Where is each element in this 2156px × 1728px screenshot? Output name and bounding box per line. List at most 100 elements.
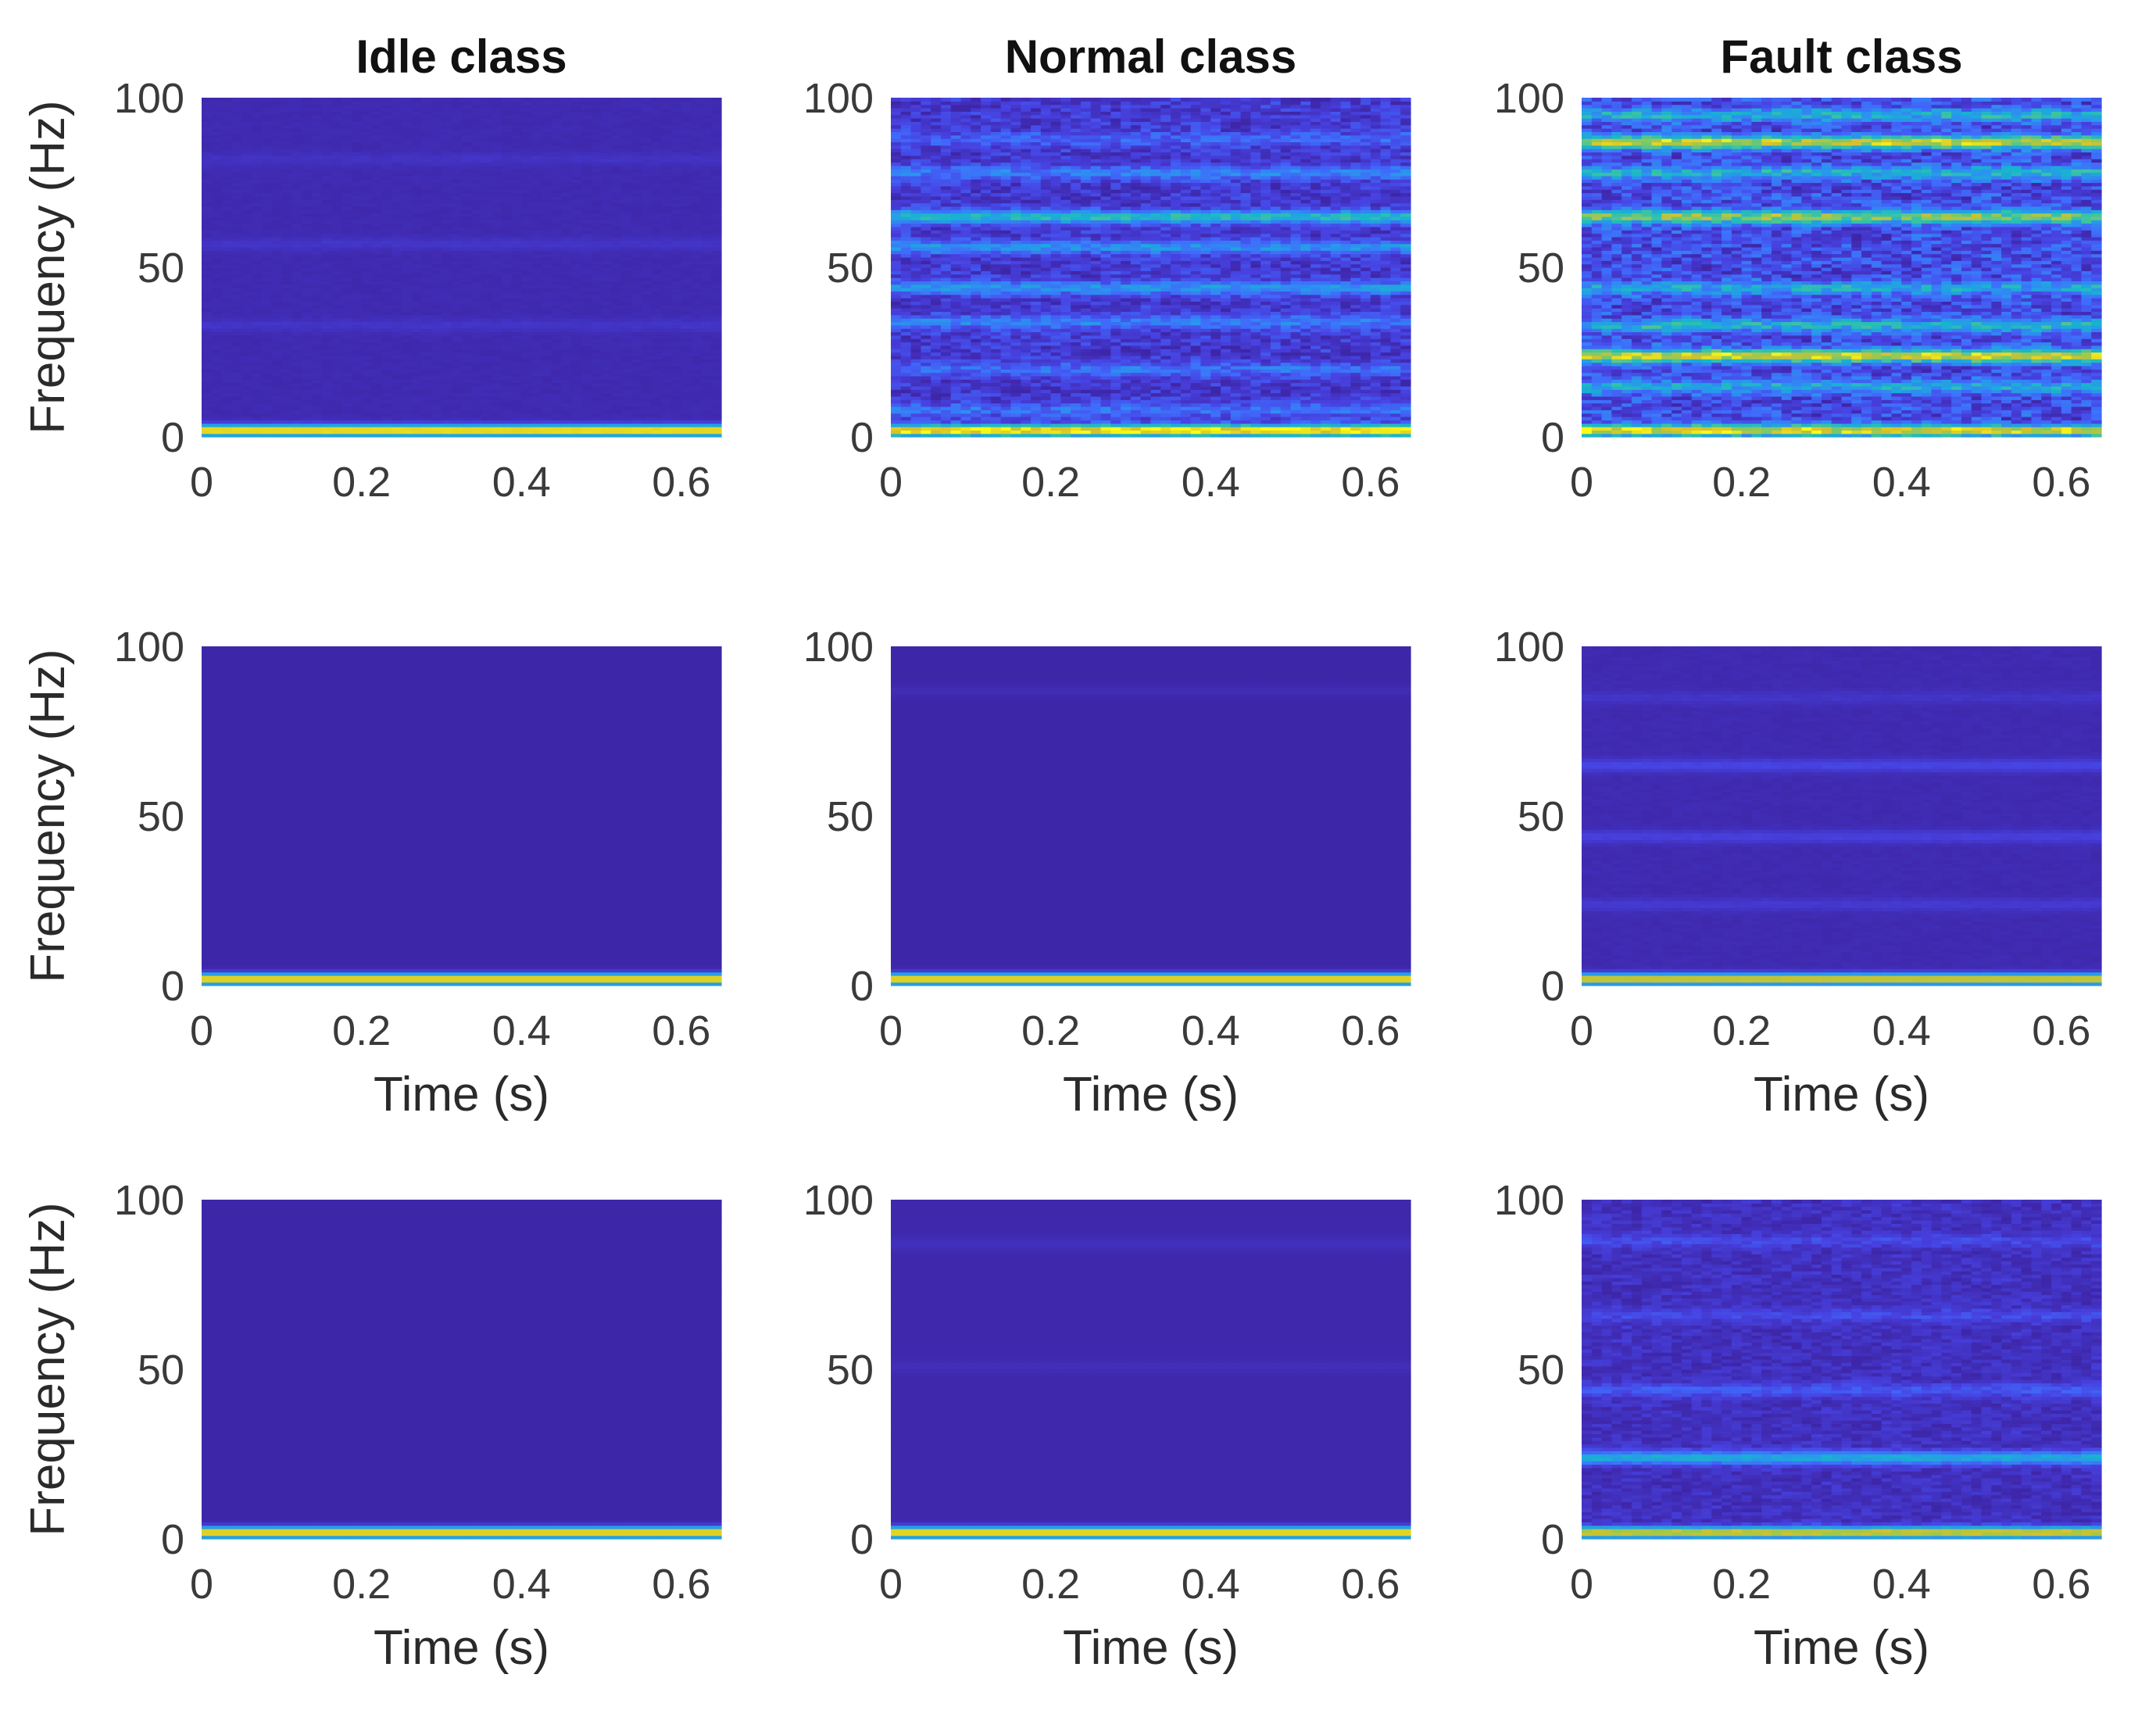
spectrogram-cell xyxy=(312,230,322,234)
spectrogram-cell xyxy=(431,376,442,380)
spectrogram-cell xyxy=(511,244,521,248)
spectrogram-cell xyxy=(312,363,322,367)
spectrogram-cell xyxy=(231,305,241,309)
spectrogram-cell xyxy=(701,363,711,367)
spectrogram-cell xyxy=(252,257,262,261)
spectrogram-cell xyxy=(312,227,322,231)
spectrogram-cell xyxy=(651,321,661,325)
spectrogram-cell xyxy=(362,305,372,309)
spectrogram-cell xyxy=(321,352,331,356)
spectrogram-cell xyxy=(502,311,512,315)
spectrogram-cell xyxy=(602,240,612,244)
spectrogram-cell xyxy=(442,311,452,315)
spectrogram-cell xyxy=(692,335,702,339)
spectrogram-cell xyxy=(602,430,612,434)
spectrogram-cell xyxy=(701,267,711,271)
spectrogram-cell xyxy=(661,240,671,244)
spectrogram-cell xyxy=(681,305,692,309)
spectrogram-cell xyxy=(571,237,581,241)
spectrogram-cell xyxy=(492,373,502,377)
spectrogram-cell xyxy=(602,260,612,264)
spectrogram-cell xyxy=(621,270,631,274)
spectrogram-cell xyxy=(701,230,711,234)
spectrogram-cell xyxy=(321,413,331,417)
spectrogram-cell xyxy=(341,230,352,234)
spectrogram-cell xyxy=(371,396,381,400)
spectrogram-cell xyxy=(651,240,661,244)
spectrogram-cell xyxy=(502,250,512,254)
spectrogram-cell xyxy=(331,274,341,278)
spectrogram-cell xyxy=(281,247,291,251)
spectrogram-cell xyxy=(241,410,252,413)
spectrogram-cell xyxy=(681,373,692,377)
spectrogram-cell xyxy=(381,325,392,329)
spectrogram-cell xyxy=(621,363,631,367)
spectrogram-cell xyxy=(651,295,661,299)
spectrogram-cell xyxy=(571,305,581,309)
spectrogram-cell xyxy=(651,383,661,387)
spectrogram-cell xyxy=(561,376,571,380)
spectrogram-cell xyxy=(222,363,232,367)
spectrogram-cell xyxy=(412,366,422,370)
spectrogram-cell xyxy=(581,277,592,281)
spectrogram-cell xyxy=(542,403,552,407)
spectrogram-cell xyxy=(642,281,652,284)
spectrogram-cell xyxy=(571,264,581,268)
spectrogram-cell xyxy=(392,386,402,390)
spectrogram-cell xyxy=(631,379,642,383)
spectrogram-cell xyxy=(502,406,512,410)
spectrogram-cell xyxy=(511,386,521,390)
spectrogram-cell xyxy=(402,396,412,400)
spectrogram-cell xyxy=(581,379,592,383)
spectrogram-cell xyxy=(692,305,702,309)
spectrogram-cell xyxy=(681,295,692,299)
spectrogram-cell xyxy=(222,250,232,254)
spectrogram-cell xyxy=(531,430,542,434)
spectrogram-cell xyxy=(412,318,422,322)
spectrogram-cell xyxy=(611,315,621,319)
spectrogram-cell xyxy=(442,349,452,352)
spectrogram-cell xyxy=(611,321,621,325)
spectrogram-cell xyxy=(341,267,352,271)
spectrogram-cell xyxy=(212,240,222,244)
spectrogram-cell xyxy=(352,403,362,407)
spectrogram-cell xyxy=(392,403,402,407)
spectrogram-cell xyxy=(502,345,512,349)
spectrogram-cell xyxy=(651,369,661,373)
spectrogram-cell xyxy=(321,366,331,370)
spectrogram-cell xyxy=(302,424,312,428)
spectrogram-cell xyxy=(492,430,502,434)
spectrogram-cell xyxy=(631,386,642,390)
spectrogram-cell xyxy=(462,315,472,319)
spectrogram-cell xyxy=(272,406,282,410)
spectrogram-cell xyxy=(481,277,492,281)
spectrogram-cell xyxy=(431,338,442,342)
spectrogram-cell xyxy=(701,359,711,363)
spectrogram-cell xyxy=(602,284,612,288)
spectrogram-cell xyxy=(272,434,282,438)
spectrogram-cell xyxy=(331,308,341,312)
spectrogram-cell xyxy=(671,420,681,424)
spectrogram-cell xyxy=(231,288,241,292)
spectrogram-cell xyxy=(262,331,272,335)
spectrogram-cell xyxy=(231,386,241,390)
spectrogram-cell xyxy=(661,257,671,261)
spectrogram-cell xyxy=(402,403,412,407)
spectrogram-cell xyxy=(701,430,711,434)
spectrogram-cell xyxy=(542,373,552,377)
spectrogram-cell xyxy=(222,281,232,284)
spectrogram-cell xyxy=(341,308,352,312)
spectrogram-cell xyxy=(631,257,642,261)
spectrogram-cell xyxy=(471,270,481,274)
spectrogram-cell xyxy=(312,240,322,244)
spectrogram-cell xyxy=(281,328,291,332)
spectrogram-cell xyxy=(392,430,402,434)
spectrogram-cell xyxy=(341,420,352,424)
spectrogram-cell xyxy=(312,369,322,373)
spectrogram-cell xyxy=(291,338,302,342)
spectrogram-cell xyxy=(412,430,422,434)
spectrogram-cell xyxy=(621,318,631,322)
spectrogram-cell xyxy=(692,281,702,284)
spectrogram-cell xyxy=(331,345,341,349)
spectrogram-cell xyxy=(621,417,631,420)
